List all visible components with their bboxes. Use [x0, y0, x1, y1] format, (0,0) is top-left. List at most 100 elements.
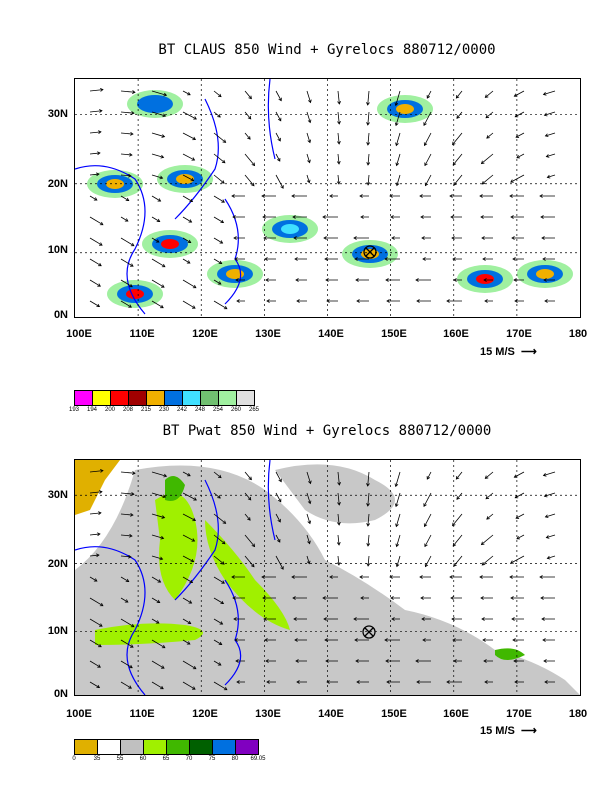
wind-vector [244, 492, 252, 501]
wind-vector [277, 158, 281, 162]
wind-vector [120, 513, 133, 516]
wind-vector [182, 492, 197, 501]
wind-vector [192, 284, 197, 289]
wind-vector [452, 513, 463, 526]
wind-vector [125, 197, 130, 202]
wind-vector [546, 555, 551, 560]
colorbar-swatch [236, 740, 258, 754]
wind-vector [120, 174, 131, 177]
wind-vector [132, 90, 136, 94]
wind-vector [213, 132, 226, 143]
wind-vector [244, 90, 252, 99]
wind-vector [99, 242, 103, 246]
wind-vector [220, 600, 225, 605]
wind-vector [515, 134, 520, 138]
wind-vector [545, 513, 556, 518]
wind-vector [513, 93, 518, 97]
wind-vector [394, 102, 399, 107]
wind-vector [93, 578, 98, 582]
wind-vector [485, 492, 494, 500]
wind-vector [545, 154, 550, 158]
wind-vector [157, 198, 162, 202]
wind-vector [213, 618, 223, 625]
wind-vector [157, 579, 162, 583]
cloud-region [226, 269, 244, 279]
wind-vector [213, 555, 225, 565]
wind-vector [193, 497, 197, 501]
wind-vector [337, 513, 340, 525]
panel2-xlabel: 150E [381, 708, 407, 720]
wind-vector [424, 182, 429, 187]
wind-vector [99, 109, 103, 113]
wind-vector [131, 111, 135, 115]
wind-vector [120, 639, 134, 648]
wind-vector [511, 236, 515, 240]
wind-vector [213, 90, 222, 97]
wind-vector [391, 236, 395, 240]
wind-vector [128, 554, 132, 559]
wind-vector [161, 134, 166, 138]
wind-vector [89, 576, 98, 582]
wind-vector [449, 194, 453, 198]
wind-vector [322, 215, 326, 219]
wind-vector [514, 494, 519, 499]
wind-vector [151, 153, 164, 158]
wind-vector [130, 644, 134, 648]
wind-vector [163, 473, 168, 478]
wind-vector [89, 110, 102, 113]
wind-vector [355, 659, 359, 663]
wind-vector [337, 471, 340, 485]
wind-vector [544, 514, 549, 519]
wind-vector [156, 599, 161, 604]
wind-vector [261, 194, 265, 198]
colorbar-swatch [75, 740, 98, 754]
wind-vector [236, 680, 240, 684]
wind-vector [265, 659, 269, 663]
wind-vector [213, 279, 222, 285]
panel1-ylabel-10n: 10N [47, 244, 68, 256]
wind-vector [481, 153, 494, 164]
wind-vector [89, 300, 100, 307]
wind-vector [265, 278, 269, 282]
wind-vector [151, 513, 165, 519]
wind-vector [162, 494, 167, 499]
wind-vector [515, 111, 525, 118]
wind-vector [222, 520, 227, 524]
wind-vector [129, 152, 133, 157]
wind-vector [217, 662, 222, 666]
wind-vector [354, 638, 358, 642]
wind-vector [151, 555, 163, 560]
wind-vector [395, 471, 401, 487]
panel1-xlabel: 110E [129, 328, 155, 340]
colorbar-swatch [147, 391, 165, 405]
wind-vector [323, 236, 327, 240]
wind-vector [543, 278, 547, 282]
wind-vector [486, 135, 490, 139]
wind-vector [223, 686, 228, 691]
wind-vector [360, 215, 364, 219]
panel1-ylabel-20n: 20N [47, 178, 68, 190]
wind-vector [120, 597, 129, 603]
wind-vector [395, 182, 400, 187]
wind-vector [455, 475, 460, 480]
wind-vector [236, 299, 240, 303]
wind-vector [514, 113, 519, 118]
wind-vector [89, 152, 100, 155]
wind-vector [456, 471, 463, 480]
wind-vector [510, 555, 525, 564]
wind-vector [355, 278, 359, 282]
panel1-reference-label: 15 M/S [480, 346, 515, 358]
wind-vector [96, 553, 100, 558]
wind-vector [120, 555, 131, 558]
wind-vector [516, 155, 520, 159]
panel1-xlabel: 160E [443, 328, 469, 340]
wind-vector [251, 162, 256, 167]
wind-vector [394, 483, 399, 488]
wind-vector [395, 543, 400, 548]
wind-vector [97, 664, 101, 668]
wind-vector [97, 283, 101, 287]
wind-vector [329, 194, 333, 198]
wind-vector [385, 278, 389, 282]
wind-vector [97, 151, 101, 156]
wind-vector [337, 153, 340, 164]
